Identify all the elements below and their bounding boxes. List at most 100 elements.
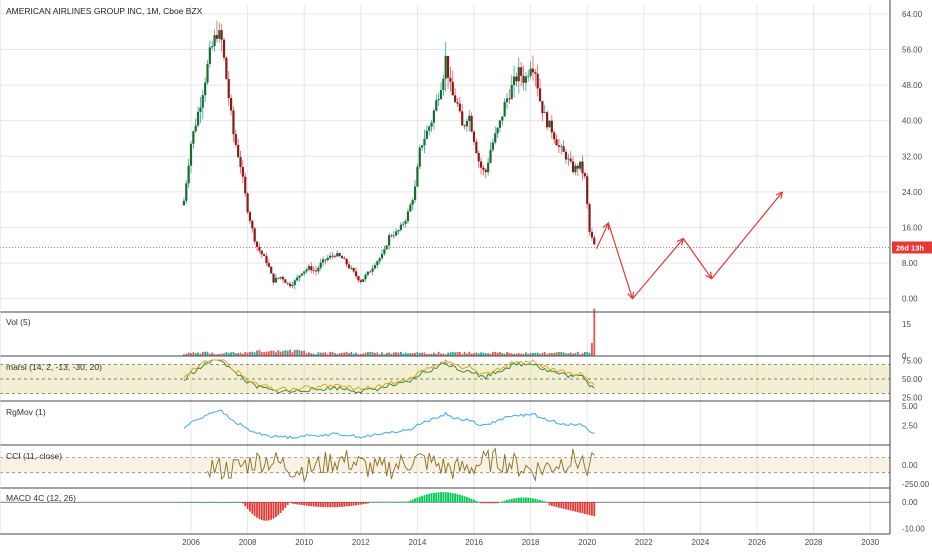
- candle-body: [336, 253, 339, 257]
- volume-bar: [272, 350, 275, 356]
- volume-bar: [414, 352, 416, 356]
- macd-bar: [192, 502, 195, 503]
- macd-bar: [371, 501, 374, 503]
- volume-bar: [348, 353, 350, 356]
- macd-bar: [272, 502, 275, 519]
- pane-tick-label: 25.00: [902, 393, 923, 402]
- candle-body: [425, 130, 428, 139]
- marsi-slow-line: [183, 359, 595, 392]
- macd-bar: [317, 502, 320, 507]
- macd-bar: [230, 502, 232, 503]
- candle-body: [340, 256, 344, 259]
- candle-body: [531, 68, 535, 73]
- macd-bar: [348, 502, 350, 507]
- candle-body: [376, 261, 379, 266]
- macd-bar: [183, 502, 185, 503]
- marsi-lines: [183, 359, 595, 394]
- x-tick-label: 2026: [748, 538, 766, 547]
- macd-bar: [489, 502, 492, 504]
- candle-body: [255, 241, 259, 248]
- candle-body: [442, 78, 445, 91]
- volume-bar: [390, 353, 393, 356]
- macd-bar: [275, 502, 277, 518]
- candle-body: [293, 280, 296, 286]
- price-tick-label: 64.00: [902, 10, 923, 19]
- volume-bar: [204, 351, 207, 356]
- candle-body: [546, 112, 549, 128]
- macd-bar: [194, 502, 197, 503]
- candle-body: [439, 90, 443, 100]
- volume-bar: [225, 352, 228, 356]
- candle-body: [300, 273, 303, 276]
- candle-body: [189, 143, 193, 166]
- macd-bar: [366, 502, 369, 504]
- candle-body: [527, 75, 530, 77]
- volume-bar: [565, 353, 567, 356]
- candle-body: [512, 76, 516, 86]
- candle-body: [347, 264, 351, 269]
- arrowhead: [602, 222, 610, 231]
- candle-body: [402, 223, 405, 225]
- macd-bar: [442, 492, 445, 503]
- macd-bar: [286, 502, 289, 506]
- candle-body: [477, 153, 480, 162]
- pane-tick-label: 2.50: [902, 421, 918, 430]
- macd-bar: [220, 502, 223, 503]
- candle-body: [576, 165, 579, 169]
- volume-bar: [310, 353, 313, 356]
- candle-body: [350, 268, 353, 269]
- macd-bar: [234, 502, 237, 503]
- volume-bar: [567, 353, 570, 356]
- volume-bar: [359, 353, 362, 356]
- macd-bar: [458, 494, 461, 503]
- cci-line: [207, 447, 595, 484]
- macd-bar: [395, 501, 398, 503]
- macd-bar: [260, 502, 263, 521]
- x-tick-label: 2006: [182, 538, 200, 547]
- macd-bar: [355, 502, 357, 506]
- macd-bar: [201, 502, 204, 503]
- volume-bar: [548, 353, 551, 356]
- candle-body: [196, 111, 200, 126]
- volume-bar: [324, 352, 327, 356]
- pane-title-macd: MACD 4C (12, 26): [6, 493, 76, 503]
- macd-bar: [569, 502, 572, 511]
- volume-bar: [555, 352, 558, 356]
- candle-body: [267, 263, 270, 267]
- candle-body: [192, 131, 195, 144]
- macd-bar: [362, 502, 365, 505]
- volume-bar: [263, 352, 266, 356]
- pane-tick-label: 0.00: [902, 498, 918, 507]
- candle-body: [446, 55, 450, 78]
- macd-bar: [409, 500, 412, 503]
- volume-bar: [343, 352, 346, 356]
- volume-bar: [216, 354, 218, 356]
- macd-bar: [418, 496, 421, 503]
- macd-bar: [477, 501, 480, 503]
- candle-body: [428, 126, 431, 131]
- candle-body: [385, 245, 388, 250]
- macd-bar: [284, 502, 287, 508]
- candle-body: [253, 228, 256, 242]
- volume-bar: [270, 350, 273, 356]
- candle-body: [482, 167, 485, 170]
- macd-bar: [572, 502, 574, 512]
- macd-bar: [333, 502, 336, 508]
- candle-body: [208, 47, 211, 65]
- macd-bar: [190, 502, 192, 503]
- volume-bar: [185, 353, 188, 356]
- candle-body: [496, 127, 499, 134]
- candle-body: [338, 253, 341, 257]
- price-tick-label: 24.00: [902, 188, 923, 197]
- macd-bar: [225, 502, 228, 503]
- macd-bar: [289, 502, 291, 503]
- volume-bar: [430, 353, 433, 356]
- candle-body: [319, 262, 322, 268]
- candle-body: [354, 271, 358, 277]
- candle-body: [317, 267, 320, 272]
- macd-bar: [470, 498, 473, 503]
- macd-bar: [567, 502, 570, 510]
- macd-bar: [298, 502, 301, 505]
- volume-bar: [241, 353, 244, 356]
